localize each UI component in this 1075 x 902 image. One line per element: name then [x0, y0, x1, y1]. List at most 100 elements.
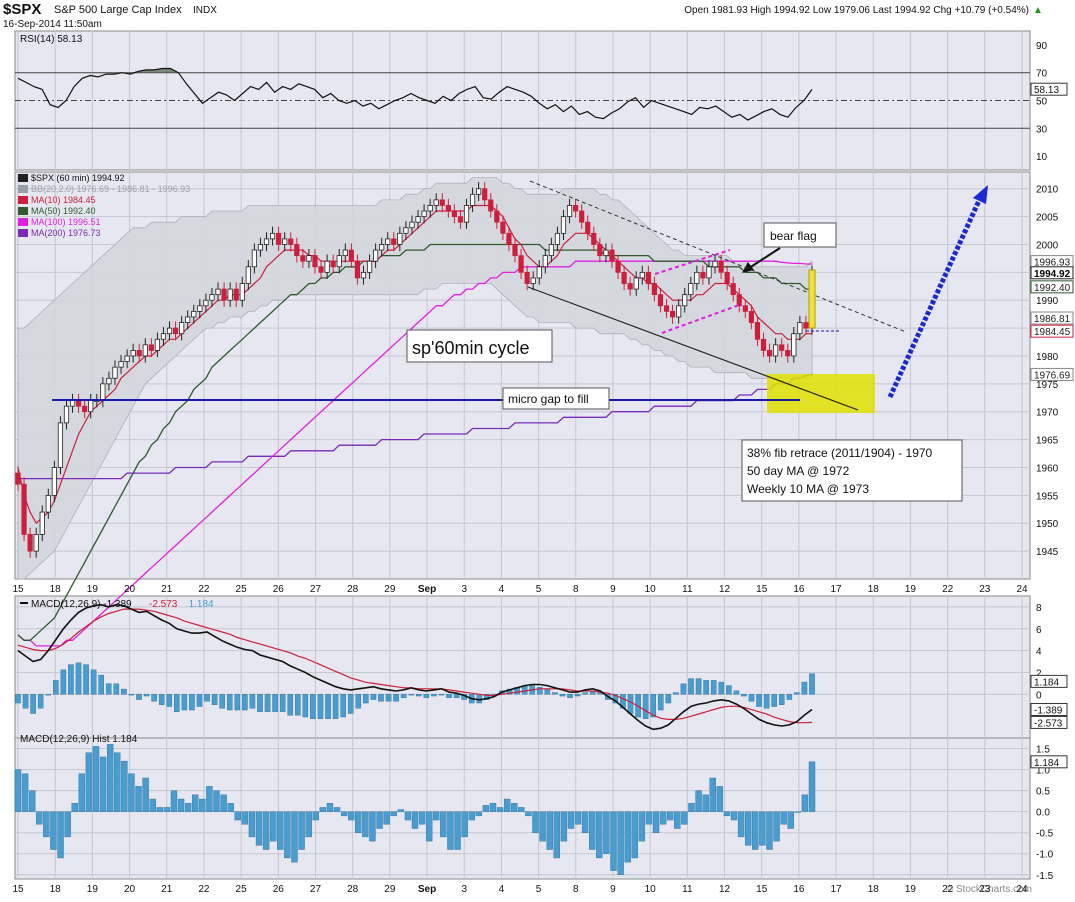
hist-bar	[581, 811, 589, 833]
macd-hist-bar	[355, 694, 362, 709]
candle-body	[803, 322, 809, 329]
macd-hist-bar	[90, 669, 97, 695]
price-y-tick: 1960	[1036, 463, 1059, 474]
candle-body	[385, 238, 391, 245]
hist-bar	[596, 811, 603, 859]
macd-hist-bar	[710, 680, 717, 695]
upper-channel-line	[529, 180, 907, 333]
macd-hist-bar	[703, 680, 709, 695]
candle-body	[172, 327, 179, 335]
hist-bar	[43, 811, 50, 838]
macd-hist-bar	[45, 694, 52, 696]
macd-hist-bar	[347, 694, 354, 714]
hist-bar	[234, 811, 241, 821]
candle-body	[282, 238, 288, 245]
hist-bar	[447, 811, 454, 850]
gap-target-box	[767, 374, 875, 413]
macd-hist-bar	[680, 683, 687, 695]
hist-bar	[496, 807, 504, 812]
macd-hist-bar	[279, 694, 286, 712]
hist-bar	[674, 811, 681, 829]
macd-hist-bar	[234, 694, 241, 711]
hist-bar	[411, 811, 419, 829]
hist-bar	[482, 805, 490, 812]
bear-flag-label: bear flag	[770, 229, 817, 243]
macd-hist-bar	[484, 694, 490, 700]
macd-hist-bar	[272, 694, 278, 712]
x-tick-label: 21	[161, 584, 173, 595]
candle-body	[409, 221, 415, 229]
hist-bar	[553, 811, 560, 859]
candle-body	[354, 260, 361, 279]
macd-hist-bar	[211, 694, 218, 705]
candle-body	[69, 400, 76, 407]
candle-body	[785, 350, 791, 357]
macd-value-label: -1.389	[1034, 705, 1063, 716]
hist-bar	[262, 811, 270, 850]
x-tick-label: 8	[573, 884, 579, 895]
candle-body	[433, 199, 439, 206]
hist-bar	[617, 811, 624, 875]
candle-body	[209, 294, 215, 301]
price-y-tick: 1980	[1036, 352, 1059, 363]
candle-body	[88, 400, 94, 413]
macd-hist-bar	[695, 678, 702, 695]
macd-hist-bar	[181, 694, 188, 711]
rsi-y-tick: 70	[1036, 69, 1048, 80]
hist-bar	[227, 803, 234, 812]
price-series	[15, 177, 815, 647]
hist-bar	[135, 786, 142, 812]
candle-body	[245, 266, 251, 284]
x-tick-label: 9	[610, 884, 616, 895]
candle-body	[779, 344, 785, 351]
candle-body	[51, 467, 57, 496]
candle-body	[197, 305, 203, 312]
legend-entry: MA(100) 1996.51	[31, 217, 101, 227]
candle-body	[597, 244, 603, 257]
candle-body	[397, 232, 403, 245]
gap-label: micro gap to fill	[508, 392, 589, 406]
candle-body	[773, 344, 779, 357]
hist-bar	[801, 794, 809, 812]
legend-entry: $SPX (60 min) 1994.92	[31, 173, 125, 183]
macd-hist-bar	[136, 694, 142, 700]
x-tick-label: 26	[273, 584, 285, 595]
datetime-label: 16-Sep-2014 11:50am	[3, 19, 102, 30]
hist-bar	[709, 777, 716, 812]
candle-body	[469, 193, 476, 206]
hist-bar	[468, 811, 475, 821]
hist-bar	[780, 811, 787, 825]
hist-title: MACD(12,26,9) Hist 1.184	[20, 734, 138, 745]
macd-hist-bar	[287, 694, 294, 716]
hist-bar	[170, 790, 178, 812]
macd-hist-bar	[400, 694, 407, 699]
macd-hist-bar	[673, 692, 679, 695]
hist-y-tick: -1.0	[1036, 850, 1054, 861]
hist-bar	[362, 811, 369, 838]
price-value-label: 1976.69	[1034, 370, 1071, 381]
candle-body	[373, 249, 379, 262]
hist-bar	[14, 769, 22, 812]
rsi-y-tick: 90	[1036, 41, 1048, 52]
hist-bar	[702, 794, 709, 812]
hist-bar	[36, 811, 43, 825]
x-tick-label: 20	[124, 884, 136, 895]
candle-body	[45, 494, 51, 513]
macd-hist-bar	[718, 681, 725, 695]
x-tick-label: 15	[756, 584, 768, 595]
rsi-y-tick: 30	[1036, 124, 1048, 135]
candle-body	[591, 232, 597, 245]
candle-body	[633, 277, 639, 290]
macd-hist-bar	[408, 694, 415, 696]
candle-body	[500, 221, 506, 234]
candle-body	[639, 271, 645, 279]
candle-body	[566, 205, 573, 218]
candle-body	[524, 271, 530, 284]
macd-hist-bar	[665, 694, 672, 704]
candle-body	[506, 232, 512, 245]
candle-body	[215, 288, 221, 296]
hist-bar	[645, 811, 653, 825]
legend-swatch	[18, 174, 28, 182]
hist-bar	[723, 811, 731, 817]
